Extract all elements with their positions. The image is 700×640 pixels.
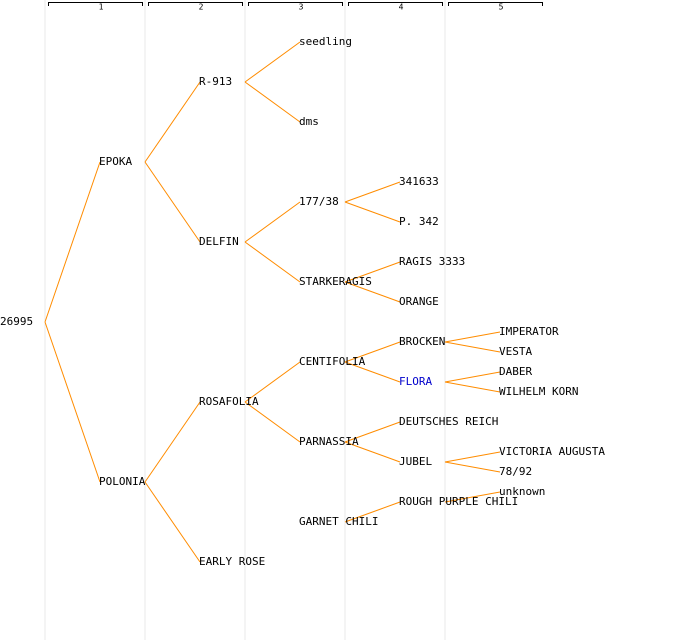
node-label[interactable]: STARKERAGIS (299, 275, 372, 288)
header-bracket (148, 2, 243, 6)
connectors (44, 41, 501, 563)
node-label[interactable]: unknown (499, 485, 545, 498)
generation-label: 3 (299, 3, 304, 12)
node-label[interactable]: BROCKEN (399, 335, 445, 348)
generation-label: 4 (399, 3, 404, 12)
node-label[interactable]: JUBEL (399, 455, 432, 468)
connector (444, 331, 501, 503)
node-label[interactable]: EARLY ROSE (199, 555, 265, 568)
header-bracket (248, 2, 343, 6)
connector (44, 161, 101, 483)
column-separators (44, 0, 446, 640)
node-label[interactable]: VICTORIA AUGUSTA (499, 445, 605, 458)
connector (344, 181, 401, 523)
generation-label: 2 (199, 3, 204, 12)
node-label[interactable]: IMPERATOR (499, 325, 559, 338)
node-label[interactable]: seedling (299, 35, 352, 48)
header-bracket (48, 2, 143, 6)
node-label[interactable]: 78/92 (499, 465, 532, 478)
header-bracket (448, 2, 543, 6)
node-label[interactable]: P. 342 (399, 215, 439, 228)
node-label[interactable]: ROSAFOLIA (199, 395, 259, 408)
node-label-highlighted[interactable]: FLORA (399, 375, 432, 388)
connector (244, 41, 301, 443)
node-label[interactable]: GARNET CHILI (299, 515, 378, 528)
generation-label: 5 (499, 3, 504, 12)
node-label[interactable]: 177/38 (299, 195, 339, 208)
node-label[interactable]: RAGIS 3333 (399, 255, 465, 268)
generation-header: 1 2 3 4 5 (48, 2, 543, 12)
connector (144, 81, 201, 563)
generation-label: 1 (99, 3, 104, 12)
header-bracket (348, 2, 443, 6)
node-label[interactable]: WILHELM KORN (499, 385, 578, 398)
node-label[interactable]: 341633 (399, 175, 439, 188)
node-label[interactable]: R-913 (199, 75, 232, 88)
node-label[interactable]: VESTA (499, 345, 532, 358)
node-label[interactable]: dms (299, 115, 319, 128)
node-label[interactable]: ORANGE (399, 295, 439, 308)
node-label[interactable]: DEUTSCHES REICH (399, 415, 498, 428)
node-label[interactable]: ROUGH PURPLE CHILI (399, 495, 518, 508)
nodes: 26995 EPOKA POLONIA R-913 DELFIN ROSAFOL… (0, 35, 605, 568)
node-label[interactable]: DABER (499, 365, 532, 378)
node-label[interactable]: DELFIN (199, 235, 239, 248)
node-label[interactable]: PARNASSIA (299, 435, 359, 448)
node-label[interactable]: EPOKA (99, 155, 132, 168)
node-label[interactable]: CENTIFOLIA (299, 355, 366, 368)
node-label[interactable]: POLONIA (99, 475, 146, 488)
node-label[interactable]: 26995 (0, 315, 33, 328)
